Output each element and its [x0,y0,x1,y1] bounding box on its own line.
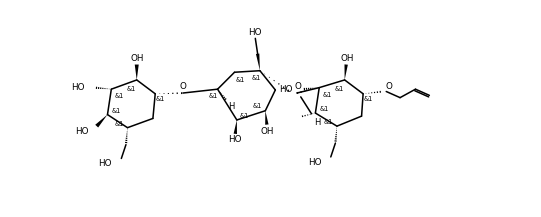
Text: O: O [180,82,187,91]
Text: OH: OH [260,127,274,136]
Polygon shape [345,64,348,80]
Text: &1: &1 [364,96,373,102]
Text: &1: &1 [111,108,121,114]
Text: &1: &1 [322,92,332,98]
Polygon shape [95,115,108,128]
Text: &1: &1 [319,106,328,112]
Polygon shape [135,64,138,80]
Text: HO: HO [280,85,293,94]
Text: O: O [294,82,301,91]
Text: OH: OH [340,54,354,63]
Text: &1: &1 [114,93,124,99]
Polygon shape [265,111,268,125]
Text: H: H [314,118,320,127]
Text: &1: &1 [209,93,219,99]
Text: OH: OH [131,54,144,63]
Text: HO: HO [71,83,84,92]
Text: &1: &1 [253,103,262,109]
Text: &1: &1 [335,86,344,92]
Text: &1: &1 [156,96,165,102]
Text: HO: HO [98,159,112,168]
Text: HO: HO [228,135,242,145]
Polygon shape [256,54,260,71]
Text: HO: HO [76,127,89,136]
Text: &1: &1 [114,121,124,127]
Text: HO: HO [308,158,321,167]
Text: &1: &1 [127,86,136,92]
Text: O: O [385,82,392,91]
Text: &1: &1 [240,113,249,119]
Text: &1: &1 [235,77,245,83]
Text: HO: HO [248,28,262,37]
Text: &1: &1 [252,75,261,81]
Polygon shape [234,120,237,134]
Text: H: H [228,102,235,111]
Text: &1: &1 [324,119,333,125]
